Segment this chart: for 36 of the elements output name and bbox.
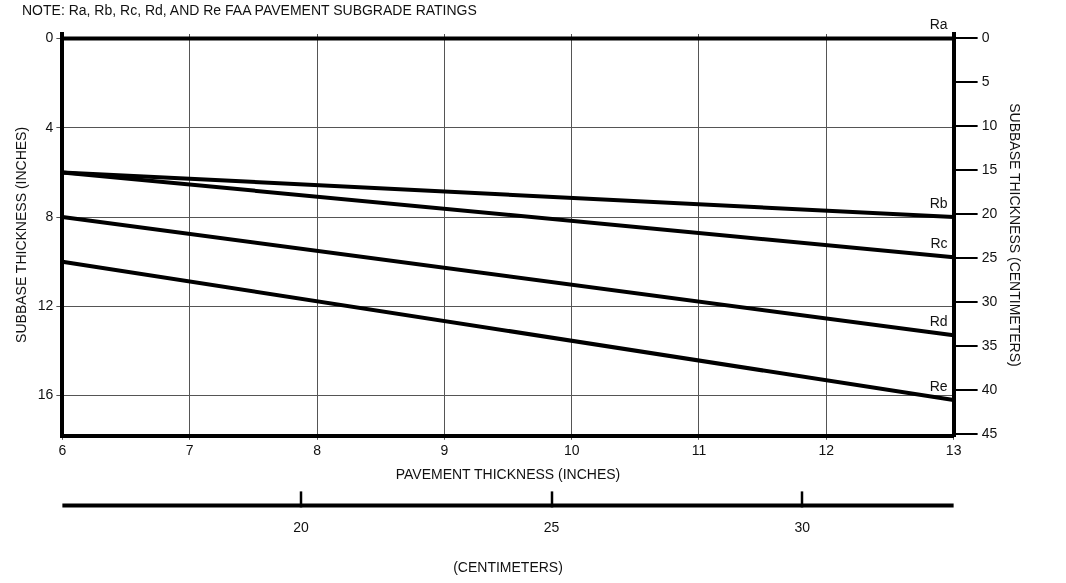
y2-tick-label: 15: [981, 161, 998, 178]
series-label: Ra: [929, 16, 948, 33]
x-tick-label: 11: [691, 442, 707, 459]
y2-tick-label: 10: [981, 117, 998, 134]
y2-tick-label: 5: [981, 73, 990, 90]
y2-tick-label: 0: [981, 29, 990, 46]
y-tick-label: 12: [37, 297, 54, 314]
y-tick-label: 8: [45, 207, 54, 224]
x-axis-title: PAVEMENT THICKNESS (INCHES): [395, 465, 621, 482]
x-tick-label: 9: [440, 442, 449, 459]
x2-tick-label: 25: [543, 518, 560, 535]
y-tick-label: 4: [45, 118, 54, 135]
y-tick-label: 16: [37, 386, 54, 403]
x-tick-label: 10: [563, 442, 580, 459]
x2-axis-title: (CENTIMETERS): [453, 559, 563, 576]
x-tick-label: 12: [818, 442, 835, 459]
y2-tick-label: 35: [981, 336, 998, 353]
series-label: Rd: [929, 313, 948, 330]
y2-axis-title: SUBBASE THICKNESS (CENTIMETERS): [1006, 103, 1023, 367]
x2-tick-label: 30: [794, 518, 811, 535]
x-tick-label: 6: [58, 442, 67, 459]
y2-tick-label: 45: [981, 424, 998, 441]
y2-tick-label: 20: [981, 205, 998, 222]
y2-tick-label: 30: [981, 293, 998, 310]
legend-label: Re: [929, 377, 948, 394]
x2-tick-label: 20: [293, 518, 309, 535]
x-tick-label: 7: [185, 442, 194, 459]
y-tick-label: 0: [45, 29, 54, 46]
x-tick-label: 13: [945, 442, 962, 459]
y2-tick-label: 40: [981, 380, 998, 397]
series-label: Rc: [930, 235, 948, 252]
y-axis-title: SUBBASE THICKNESS (INCHES): [13, 126, 30, 343]
series-label: Rb: [929, 194, 948, 211]
y2-tick-label: 25: [981, 249, 998, 266]
x-tick-label: 8: [313, 442, 322, 459]
text: NOTE: Ra, Rb, Rc, Rd, AND Re FAA PAVEMENT SUBGRADE RATINGS: [22, 2, 477, 18]
